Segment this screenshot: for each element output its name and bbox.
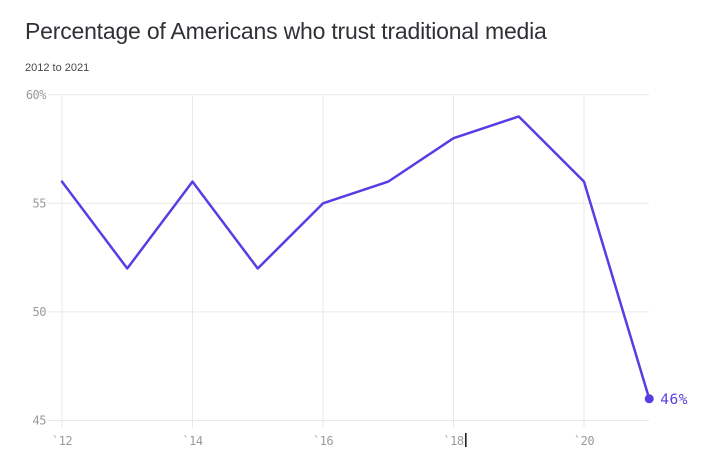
y-axis-tick-label: 60% <box>26 88 47 102</box>
chart-subtitle: 2012 to 2021 <box>25 62 90 74</box>
trend-line <box>60 115 651 401</box>
x-axis-tick-label: `16 <box>313 434 333 448</box>
x-axis-tick-label: `18 <box>443 434 463 448</box>
chart-title: Percentage of Americans who trust tradit… <box>25 18 547 44</box>
end-point-dot <box>644 394 654 404</box>
end-value-label: 46% <box>660 392 688 408</box>
x-axis-tick-label: `12 <box>52 434 72 448</box>
y-axis-tick-label: 50 <box>33 305 47 319</box>
y-axis-tick-label: 45 <box>33 414 47 428</box>
x-axis-tick-label: `14 <box>182 434 202 448</box>
text-cursor-artifact <box>465 433 467 447</box>
y-axis-tick-label: 55 <box>33 196 47 210</box>
x-axis-tick-label: `20 <box>574 434 594 448</box>
